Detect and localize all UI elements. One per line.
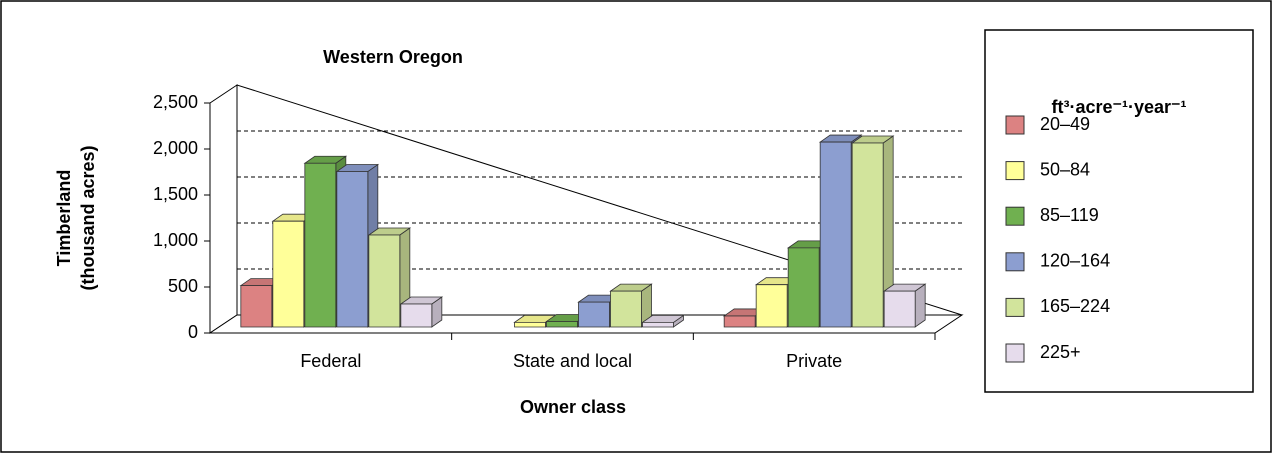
- bar-front: [304, 162, 337, 328]
- bar-front: [851, 142, 884, 328]
- legend-title: ft³·acre⁻¹·year⁻¹: [1051, 97, 1186, 117]
- x-tick-label: Federal: [300, 351, 361, 371]
- legend-label: 165–224: [1040, 296, 1110, 316]
- y-tick-label: 2,500: [153, 92, 198, 112]
- bar-front: [787, 247, 820, 328]
- legend-swatch: [1005, 343, 1025, 363]
- bar: [850, 135, 895, 328]
- legend-box: [984, 29, 1254, 393]
- bar-front: [723, 315, 756, 328]
- legend-swatch: [1005, 115, 1025, 135]
- legend-swatch: [1005, 252, 1025, 272]
- bar-front: [578, 301, 610, 328]
- x-tick-label: State and local: [513, 351, 632, 371]
- legend-label: 225+: [1040, 342, 1081, 362]
- legend-label: 120–164: [1040, 251, 1110, 271]
- bar: [609, 283, 653, 328]
- bar-front: [546, 321, 578, 328]
- bar-front: [610, 290, 642, 328]
- legend-label: 50–84: [1040, 159, 1090, 179]
- bar-front: [883, 290, 916, 328]
- y-axis-label: (thousand acres): [78, 145, 98, 290]
- y-tick-label: 0: [188, 322, 198, 342]
- bar-front: [400, 303, 433, 328]
- bar: [641, 314, 685, 328]
- bar-front: [514, 321, 546, 328]
- y-tick-label: 1,500: [153, 184, 198, 204]
- y-tick-label: 1,000: [153, 230, 198, 250]
- x-axis-label: Owner class: [520, 397, 626, 417]
- y-axis-label: Timberland: [54, 170, 74, 267]
- bar: [399, 296, 444, 328]
- bar-front: [272, 220, 305, 328]
- legend-swatch: [1005, 161, 1025, 181]
- chart-title: Western Oregon: [323, 47, 463, 67]
- bar-front: [240, 285, 273, 328]
- side-wall: [209, 84, 238, 334]
- bar: [882, 283, 927, 328]
- bar-front: [755, 284, 788, 328]
- bar-front: [642, 321, 674, 328]
- bar-front: [819, 141, 852, 328]
- legend-label: 85–119: [1040, 205, 1099, 225]
- bar-front: [368, 234, 401, 328]
- y-tick-label: 500: [168, 276, 198, 296]
- bar-front: [336, 171, 369, 328]
- y-tick-label: 2,000: [153, 138, 198, 158]
- x-tick-label: Private: [786, 351, 842, 371]
- legend-label: 20–49: [1040, 114, 1090, 134]
- legend-swatch: [1005, 297, 1025, 317]
- legend-swatch: [1005, 206, 1025, 226]
